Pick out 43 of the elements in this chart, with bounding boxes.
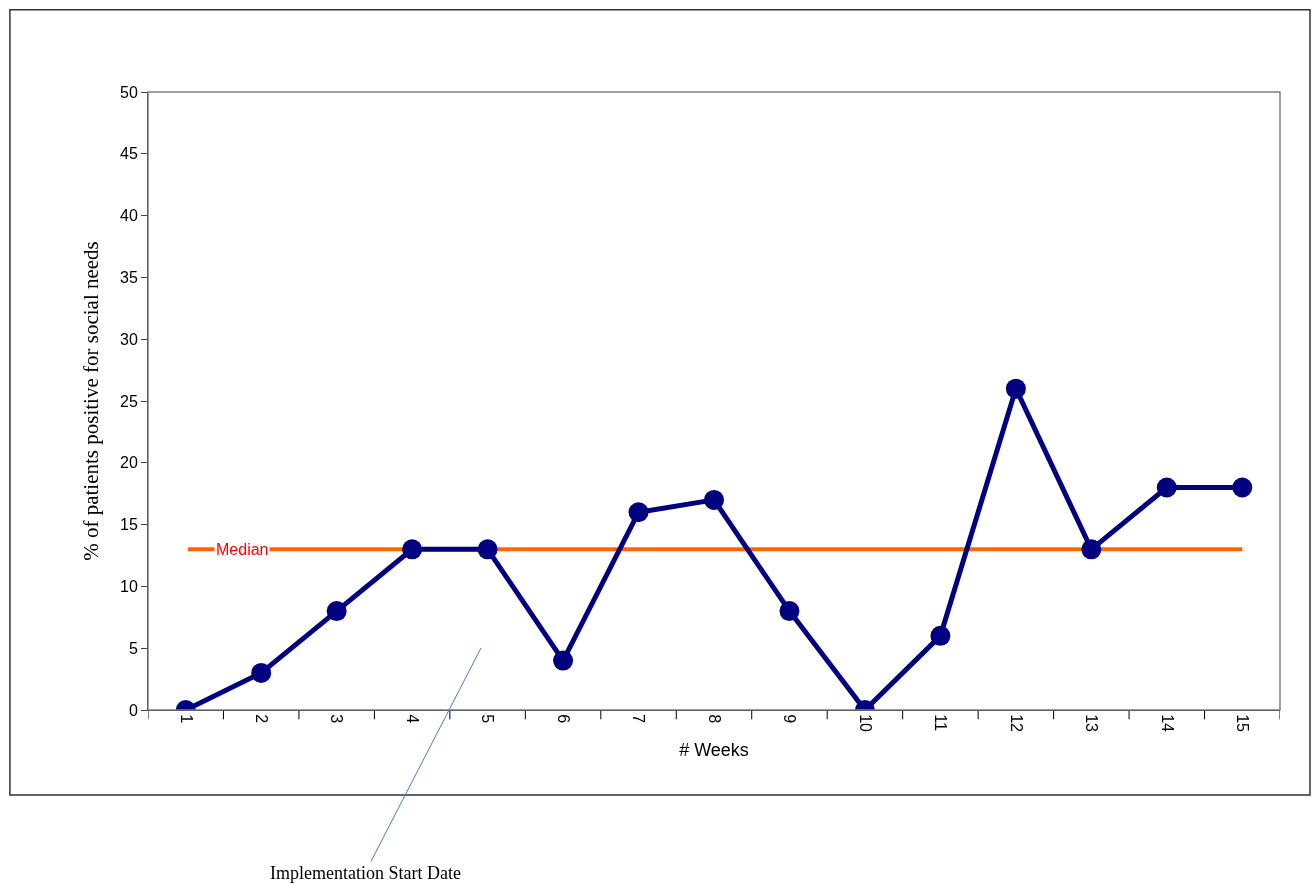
y-tick-label: 45 — [120, 145, 138, 163]
point — [1156, 477, 1177, 498]
x-tick-label: 8 — [705, 714, 723, 724]
y-tick-label: 0 — [128, 701, 138, 719]
point — [779, 601, 800, 622]
point — [704, 489, 724, 510]
point — [930, 625, 951, 646]
x-tick-label: 9 — [781, 714, 799, 724]
point — [1005, 378, 1026, 399]
x-tick-label: 12 — [1007, 714, 1025, 733]
y-tick-label: 5 — [128, 639, 138, 657]
y-tick-label: 20 — [120, 454, 138, 472]
point — [1232, 477, 1253, 498]
y-tick-label: 15 — [120, 516, 138, 534]
point — [553, 650, 574, 671]
point — [477, 539, 498, 560]
x-tick-label: 5 — [479, 714, 497, 724]
text: Implementation Start Date — [270, 863, 461, 883]
x-tick-label: 10 — [856, 714, 874, 733]
y-tick-label: 10 — [120, 578, 138, 595]
y-tick-label: 30 — [120, 330, 138, 348]
y-tick-label: 25 — [120, 392, 138, 410]
point — [628, 502, 649, 523]
point — [251, 662, 272, 683]
point — [402, 539, 423, 560]
y-axis-title: % of patients positive for social needs — [79, 241, 104, 561]
x-tick-label: 11 — [932, 714, 950, 731]
x-tick-label: 1 — [177, 714, 195, 724]
x-tick-label: 14 — [1158, 714, 1176, 733]
ref-line-label: Median — [216, 541, 269, 558]
y-tick-label: 40 — [120, 207, 138, 225]
point — [326, 601, 347, 622]
point — [1081, 539, 1102, 560]
x-tick-label: 4 — [403, 714, 421, 724]
x-tick-label: 6 — [554, 714, 572, 724]
x-tick-label: 13 — [1083, 714, 1101, 733]
x-tick-label: 7 — [630, 714, 648, 724]
x-tick-label: 2 — [253, 714, 270, 724]
y-tick-label: 35 — [120, 269, 138, 286]
x-tick-label: 3 — [328, 714, 346, 724]
x-axis-title: # Weeks — [679, 740, 749, 761]
x-tick-label: 15 — [1234, 714, 1252, 733]
y-tick-label: 50 — [120, 83, 138, 101]
